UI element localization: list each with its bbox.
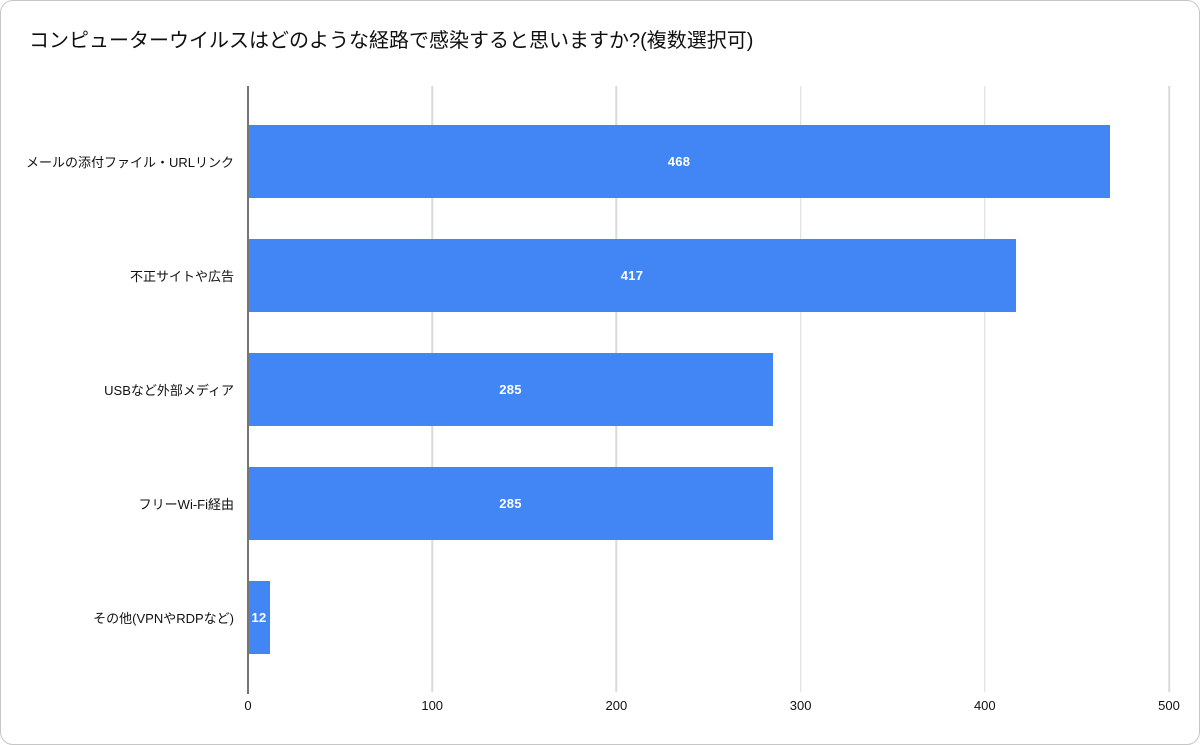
bar-other: 12 — [248, 580, 271, 654]
bar-row: フリーWi-Fi経由 285 — [139, 446, 1169, 560]
bar-malicious-sites: 417 — [248, 238, 1017, 312]
bars-container: メールの添付ファイル・URLリンク 468 不正サイトや広告 417 USBなど… — [26, 86, 1169, 686]
bar-value-label: 468 — [667, 153, 691, 169]
category-label: その他(VPNやRDPなど) — [93, 610, 234, 626]
gridline-400 — [984, 86, 986, 692]
x-tick-label: 300 — [789, 698, 812, 713]
x-tick-label: 100 — [421, 698, 444, 713]
category-label: 不正サイトや広告 — [129, 268, 234, 284]
bar-row: メールの添付ファイル・URLリンク 468 — [26, 104, 1169, 218]
x-tick-label: 0 — [244, 698, 252, 713]
bar-value-label: 285 — [499, 381, 522, 397]
bar-free-wifi: 285 — [248, 466, 773, 540]
bar-row: その他(VPNやRDPなど) 12 — [93, 560, 1169, 674]
x-tick-label: 200 — [605, 698, 628, 713]
category-label: フリーWi-Fi経由 — [138, 496, 234, 512]
bar-value-label: 285 — [499, 495, 522, 511]
bar-mail-attachment: 468 — [248, 124, 1111, 198]
x-tick-label: 400 — [973, 698, 996, 713]
bar-row: 不正サイトや広告 417 — [130, 218, 1169, 332]
category-label: メールの添付ファイル・URLリンク — [25, 154, 234, 170]
gridline-300 — [799, 86, 802, 692]
plot-area: メールの添付ファイル・URLリンク 468 不正サイトや広告 417 USBなど… — [26, 86, 1180, 713]
bar-usb-media: 285 — [248, 352, 773, 426]
x-tick-label: 500 — [1158, 698, 1180, 713]
y-axis-line — [247, 86, 249, 694]
gridline-500 — [1168, 86, 1170, 692]
bar-row: USBなど外部メディア 285 — [104, 332, 1169, 446]
category-label: USBなど外部メディア — [104, 382, 234, 398]
bar-value-label: 12 — [251, 609, 267, 625]
bar-value-label: 417 — [620, 267, 644, 283]
x-axis: 0 100 200 300 400 500 — [244, 698, 1179, 718]
chart-title: コンピューターウイルスはどのような経路で感染すると思いますか?(複数選択可) — [29, 30, 754, 52]
